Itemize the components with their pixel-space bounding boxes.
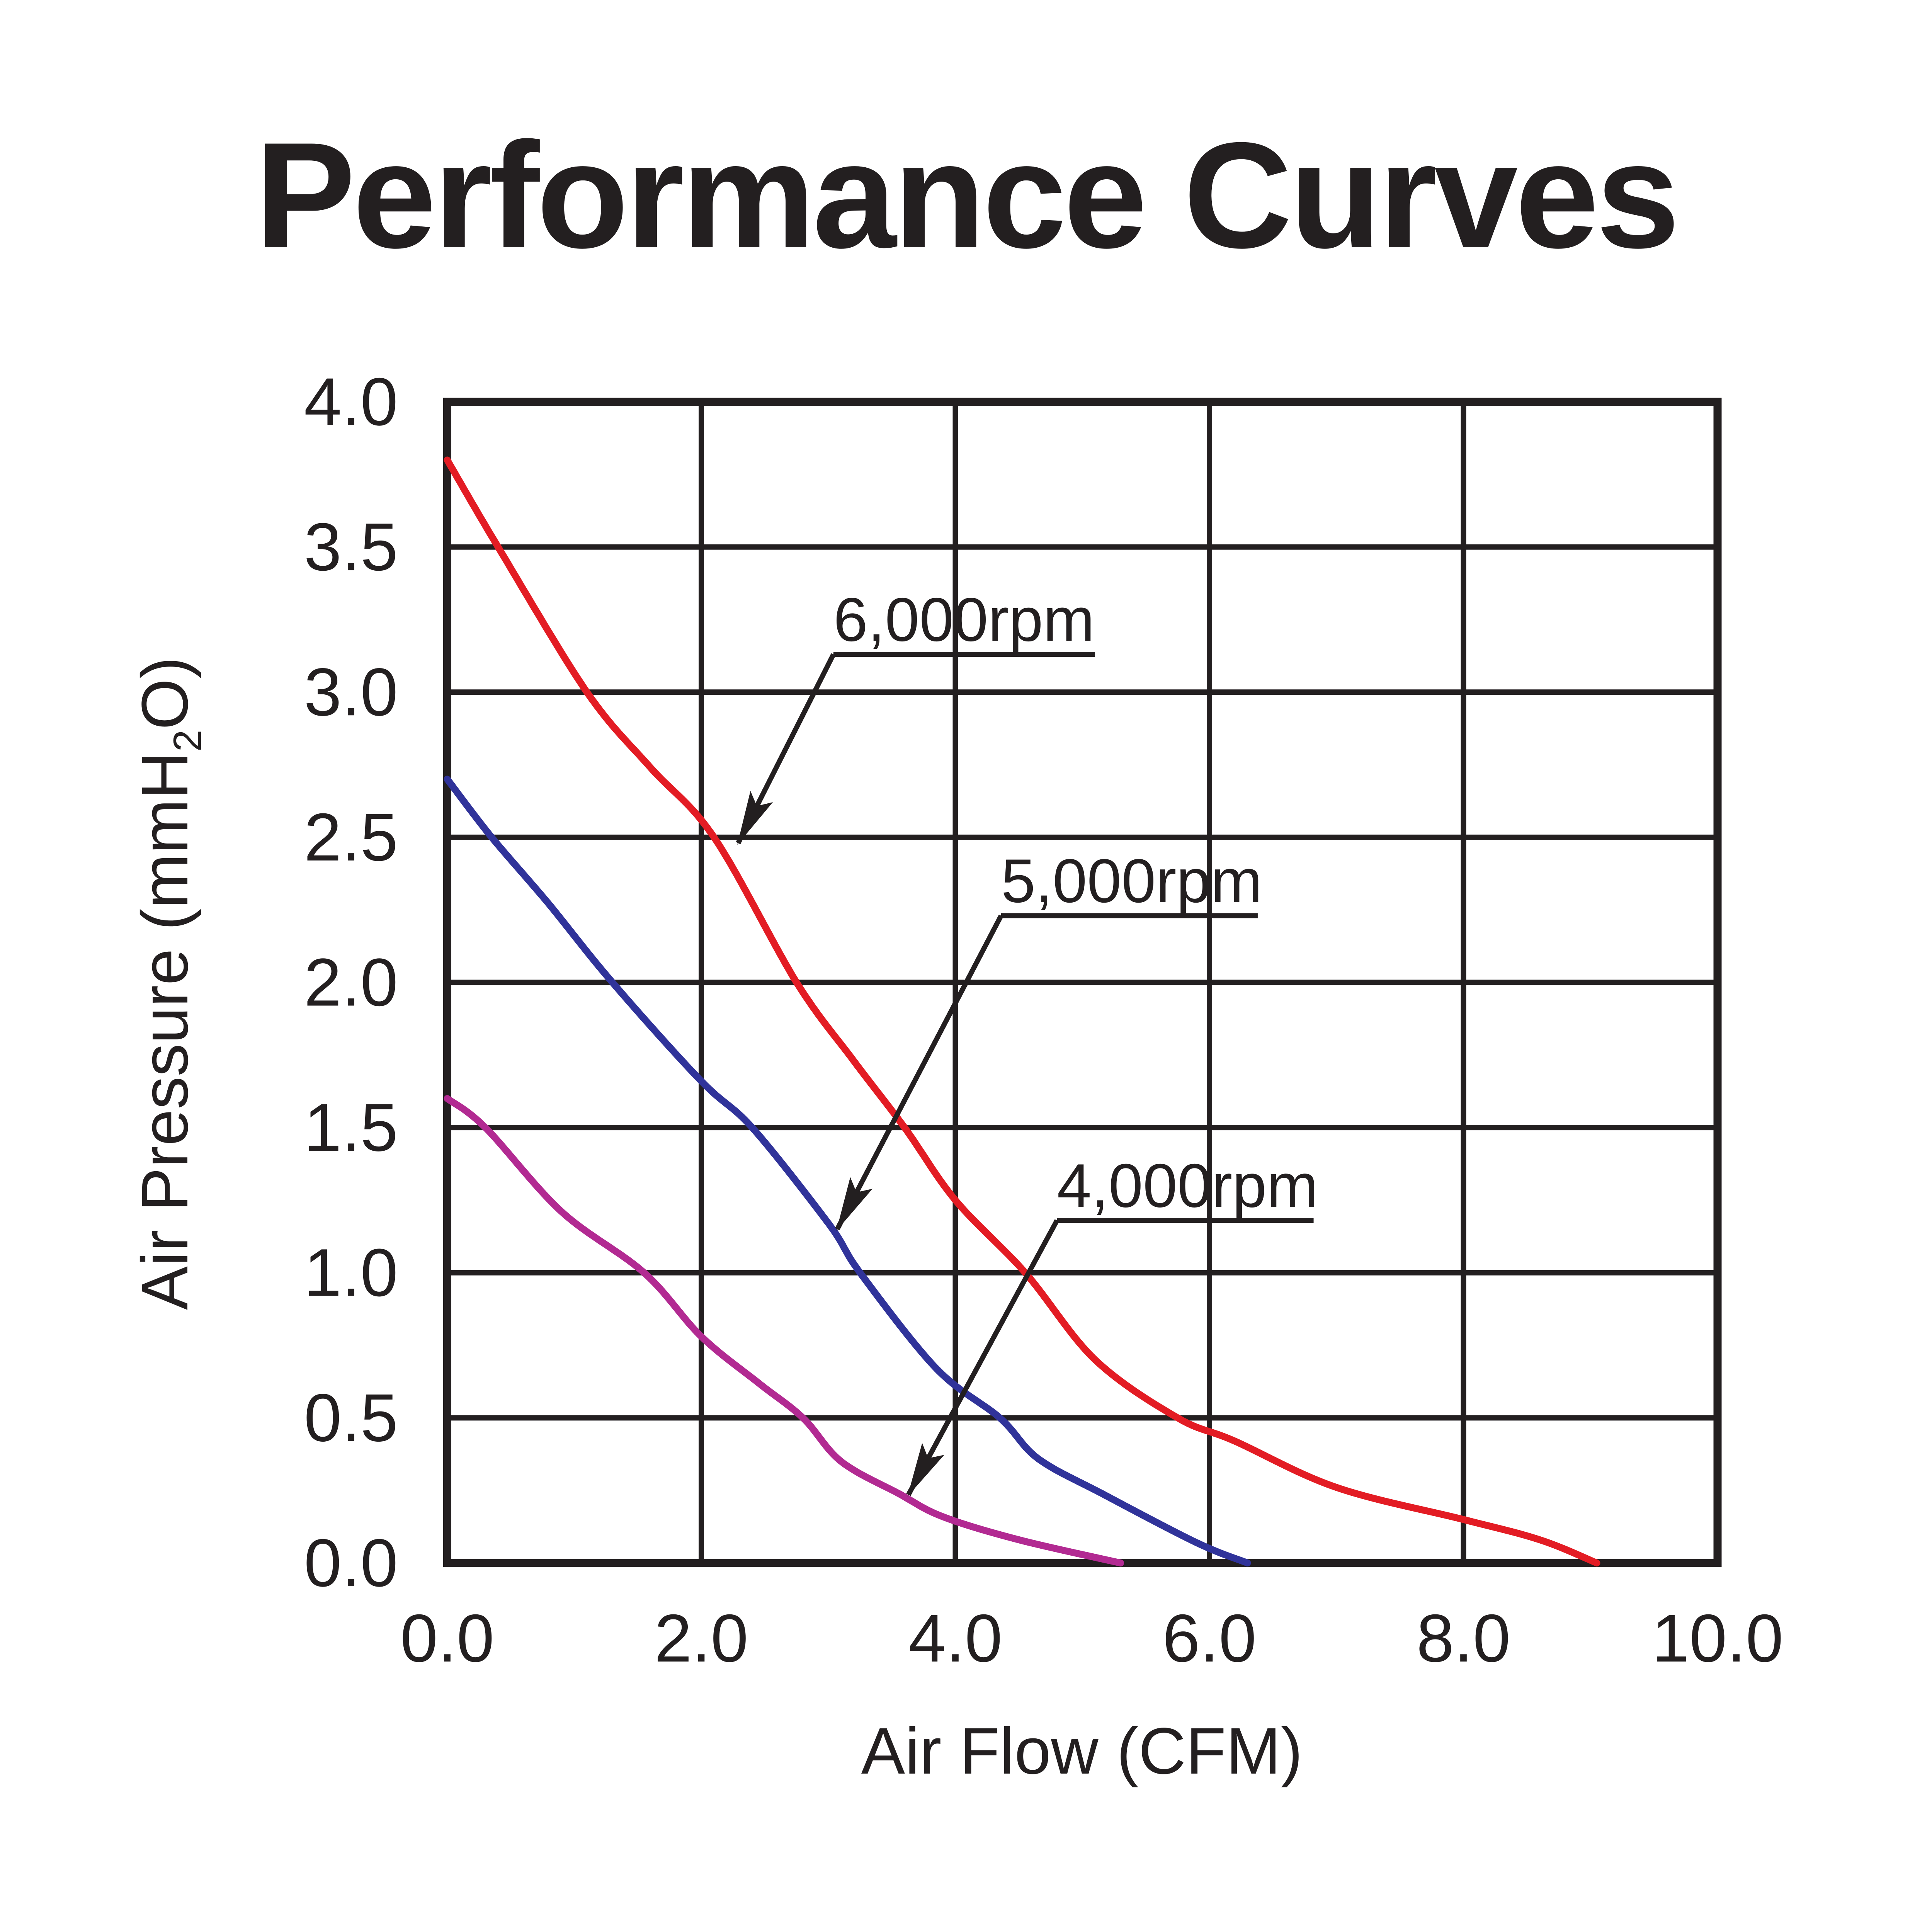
annotation-5000rpm: 5,000rpm [835, 846, 1262, 1231]
y-tick-label-4.0: 4.0 [304, 364, 398, 440]
series-layer [444, 456, 1600, 1566]
curve-label-0: 6,000rpm [833, 585, 1095, 654]
grid-layer [447, 402, 1718, 1563]
x-tick-label-10.0: 10.0 [1652, 1601, 1784, 1676]
y-axis-label: Air Pressure (mmH2O) [128, 657, 209, 1310]
label-leader-arrow-0 [736, 653, 836, 845]
y-tick-label-1.5: 1.5 [304, 1090, 398, 1165]
series-curve-4000rpm [444, 1095, 1124, 1566]
y-tick-label-1.0: 1.0 [304, 1235, 398, 1311]
label-leader-arrow-1 [835, 914, 1003, 1231]
y-tick-label-3.5: 3.5 [304, 510, 398, 585]
x-tick-label-8.0: 8.0 [1417, 1601, 1510, 1676]
x-tick-label-4.0: 4.0 [908, 1601, 1002, 1676]
x-tick-label-0.0: 0.0 [400, 1601, 494, 1676]
curve-label-2: 4,000rpm [1057, 1151, 1318, 1220]
series-curve-6000rpm [444, 456, 1600, 1566]
y-axis-label-text: Air Pressure (mmH [128, 752, 202, 1310]
y-tick-label-2.0: 2.0 [304, 945, 398, 1020]
y-axis-label-subscript: 2 [165, 730, 209, 752]
y-tick-label-0.0: 0.0 [304, 1526, 398, 1601]
x-tick-label-6.0: 6.0 [1162, 1601, 1256, 1676]
y-axis-label-text: O) [128, 657, 202, 730]
x-tick-label-2.0: 2.0 [654, 1601, 748, 1676]
y-tick-label-2.5: 2.5 [304, 800, 398, 875]
chart-title: Performance Curves [255, 111, 1677, 279]
x-axis-label: Air Flow (CFM) [861, 1714, 1303, 1788]
annotation-4000rpm: 4,000rpm [906, 1151, 1318, 1497]
plot-frame [443, 398, 1722, 1567]
y-tick-label-3.0: 3.0 [304, 655, 398, 730]
y-tick-label-0.5: 0.5 [304, 1380, 398, 1456]
annotation-6000rpm: 6,000rpm [736, 585, 1095, 845]
label-leader-arrow-2 [906, 1219, 1060, 1497]
series-curve-5000rpm [444, 776, 1251, 1566]
curve-label-1: 5,000rpm [1001, 846, 1262, 915]
tick-layer: 0.0 2.0 4.0 6.0 8.0 10.0 0.0 0.5 1.0 1.5 2.0 2.5 3.0… [304, 364, 1784, 1676]
annotation-layer: 6,000rpm 5,000rpm 4,000rpm [736, 585, 1318, 1497]
